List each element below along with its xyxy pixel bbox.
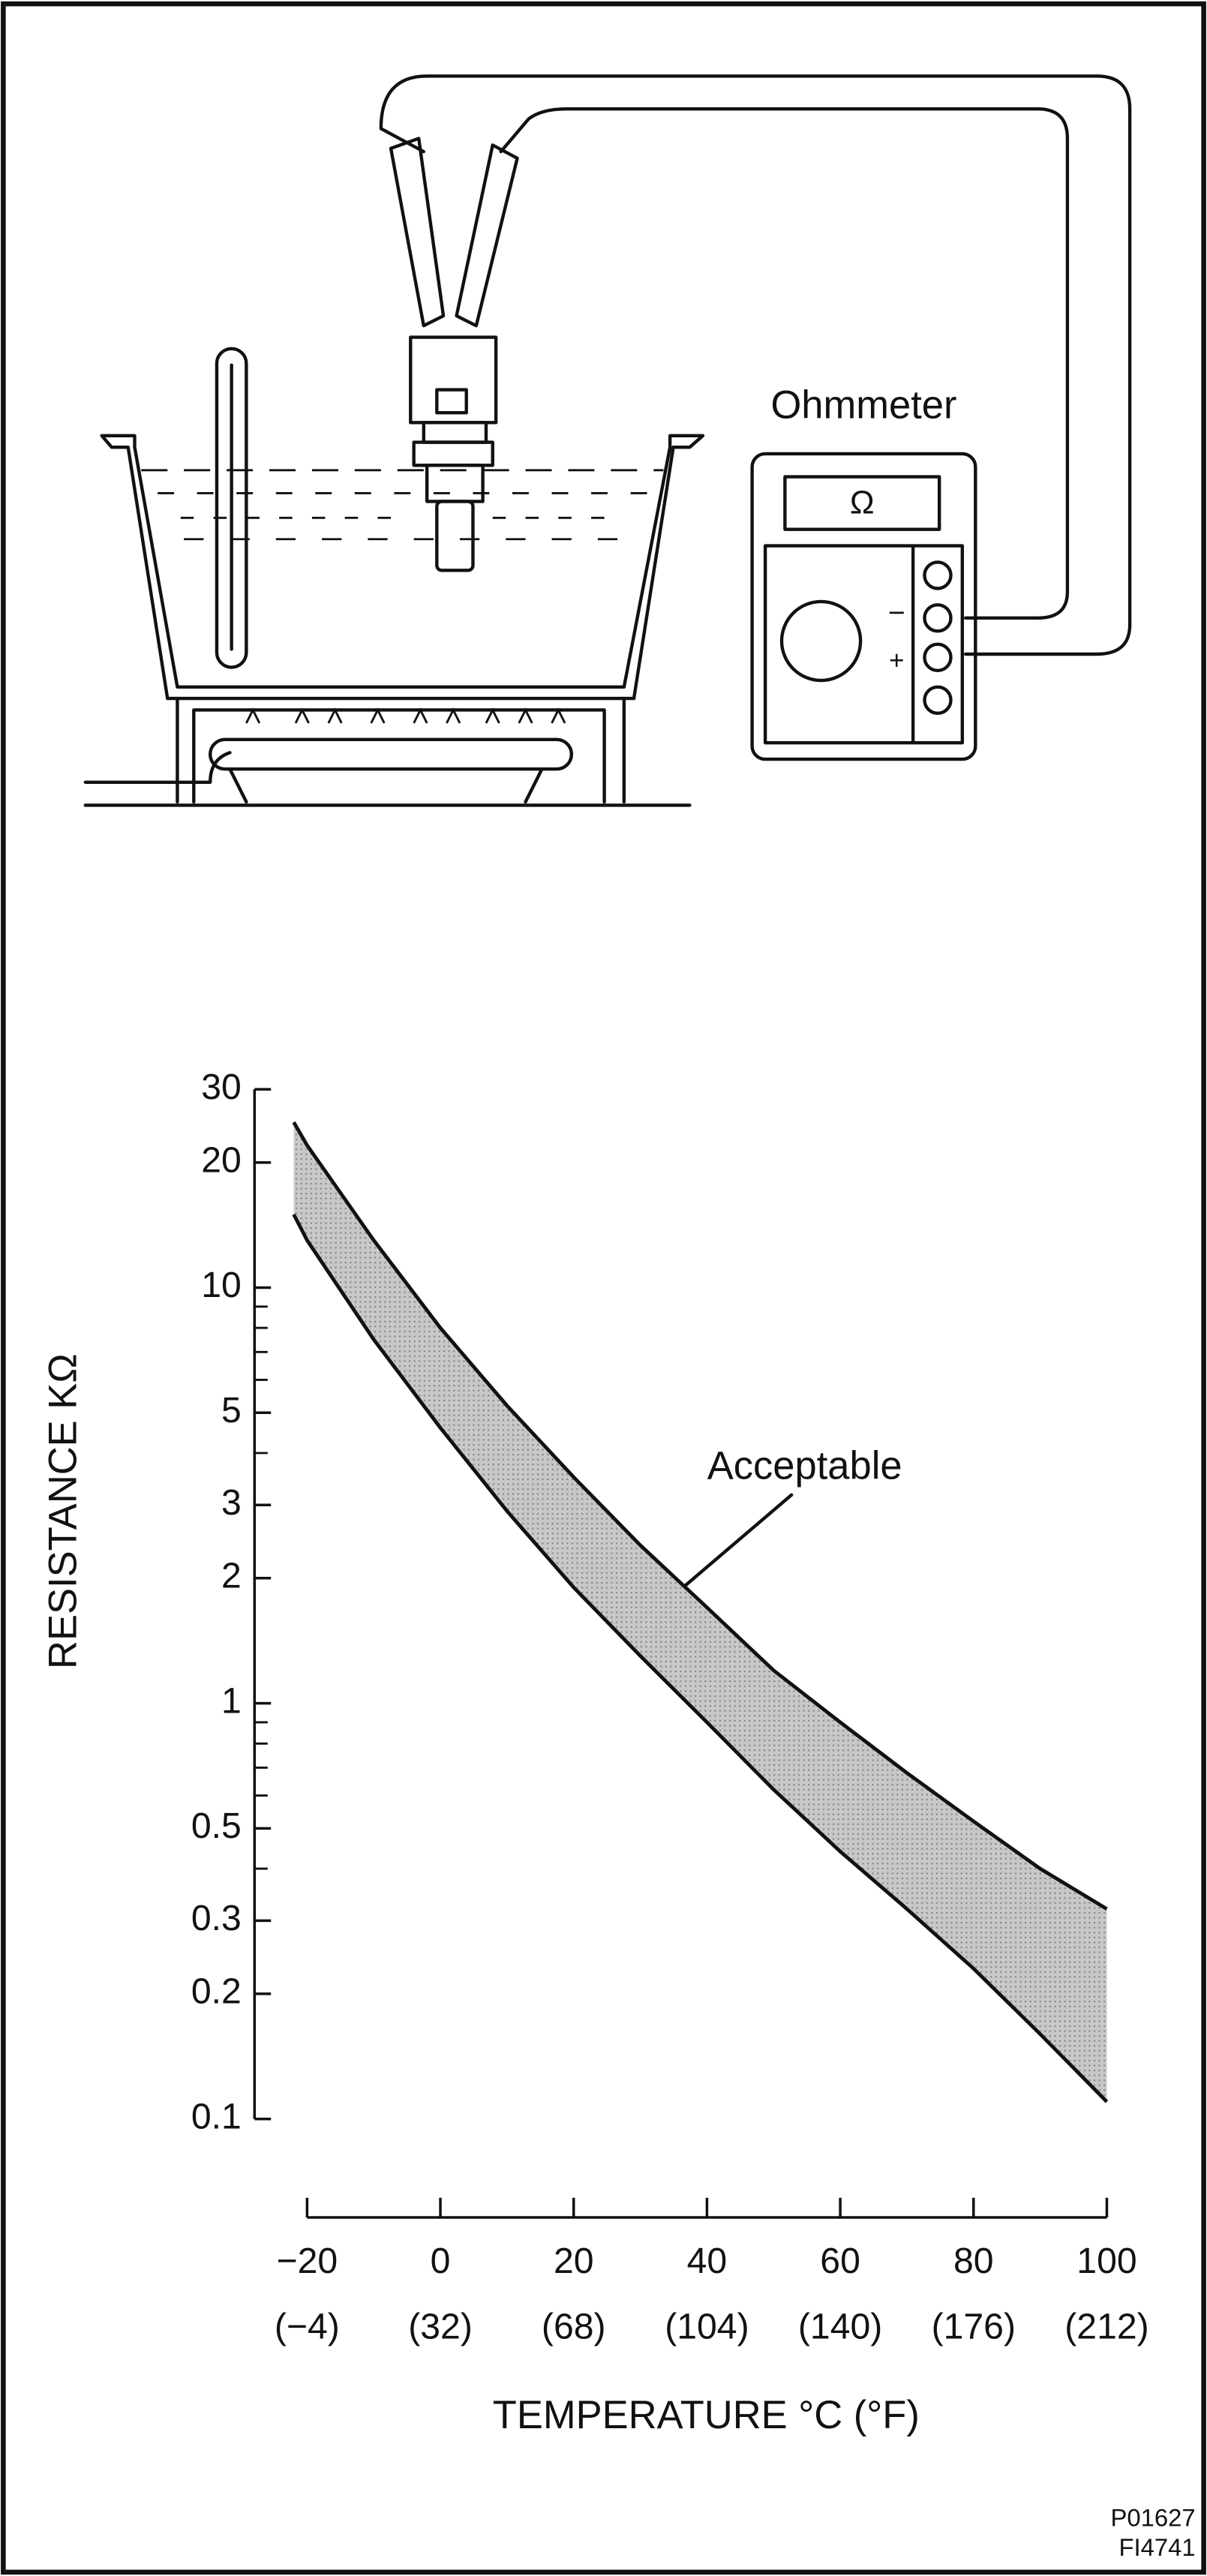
x-tick-label: 60 [820,2241,860,2281]
meter-display: Ω [850,484,875,521]
y-tick-label: 0.2 [191,1971,242,2012]
y-tick-label: 1 [221,1680,242,1721]
y-tick-label: 0.3 [191,1898,242,1938]
x-tick-label: 100 [1076,2241,1136,2281]
x-tick-label-f: (32) [408,2307,473,2347]
y-tick-label: 3 [221,1482,242,1523]
y-tick-label: 20 [201,1139,242,1180]
x-tick-label: 80 [953,2241,994,2281]
x-tick-label-f: (104) [665,2307,749,2347]
plus-sign: + [889,646,904,675]
x-tick-label-f: (176) [932,2307,1016,2347]
x-tick-label-f: (−4) [275,2307,340,2347]
figure-code: P01627 [1110,2504,1195,2532]
frame [3,4,1203,2572]
y-tick-label: 0.5 [191,1806,242,1846]
x-tick-label-f: (212) [1064,2307,1148,2347]
y-tick-label: 2 [221,1556,242,1596]
x-tick-label-f: (68) [542,2307,606,2347]
y-tick-label: 0.1 [191,2096,242,2136]
figure-code: FI4741 [1118,2533,1195,2561]
y-tick-label: 5 [221,1390,242,1431]
y-tick-label: 30 [201,1067,242,1107]
meter-label: Ohmmeter [770,383,956,428]
x-tick-label: −20 [277,2241,338,2281]
x-tick-label: 20 [554,2241,594,2281]
x-tick-label: 0 [431,2241,451,2281]
page: {"diagram": {"meter_label": "Ohmmeter", … [0,0,1207,2576]
x-axis-label: TEMPERATURE °C (°F) [493,2393,920,2437]
y-axis-label: RESISTANCE KΩ [41,1353,85,1669]
x-tick-label: 40 [687,2241,728,2281]
x-tick-label-f: (140) [798,2307,882,2347]
figure: Ohmmeter Ω − + RESISTANCE KΩ TEMPERATURE… [0,0,1207,2576]
minus-sign: − [888,596,905,629]
annotation: Acceptable [707,1444,902,1488]
y-tick-label: 10 [201,1265,242,1305]
